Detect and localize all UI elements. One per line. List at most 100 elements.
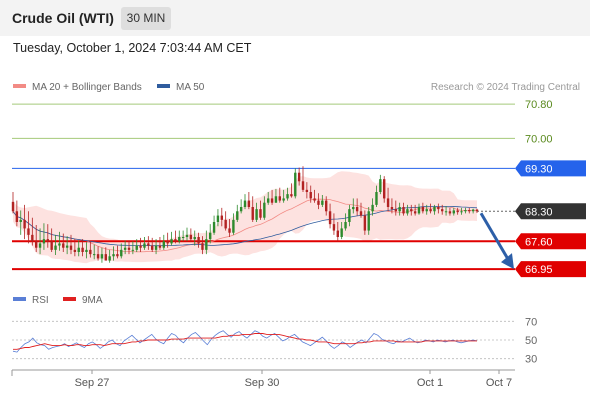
- candle-body: [197, 237, 200, 244]
- candle-body: [135, 245, 138, 250]
- candle-body: [468, 210, 471, 212]
- candle: [232, 213, 235, 235]
- candle: [166, 232, 169, 248]
- candle: [386, 187, 390, 212]
- candle-body: [444, 211, 448, 213]
- candle-body: [85, 249, 88, 252]
- candle: [313, 189, 316, 203]
- candle-body: [278, 196, 281, 201]
- candle-body: [348, 209, 351, 222]
- candle-body: [104, 254, 107, 261]
- credit-text: Research © 2024 Trading Central: [431, 82, 580, 93]
- candle-body: [394, 209, 397, 212]
- candle: [429, 203, 432, 214]
- candle: [224, 211, 227, 231]
- candle-body: [321, 200, 324, 205]
- candles: [11, 166, 479, 263]
- price-label-67.60: 67.60: [525, 236, 553, 248]
- candle: [54, 234, 57, 255]
- candle: [475, 208, 479, 213]
- price-label-66.95: 66.95: [525, 264, 553, 276]
- candle-body: [69, 245, 73, 250]
- candle-body: [116, 254, 119, 257]
- arrow-shaft: [479, 212, 510, 260]
- legend-swatch: [13, 297, 26, 301]
- candle: [259, 200, 262, 220]
- candle-body: [267, 198, 270, 203]
- candle-body: [139, 245, 142, 248]
- timeframe-button[interactable]: 30 MIN: [121, 7, 171, 30]
- candle: [96, 246, 100, 261]
- candle-body: [352, 207, 355, 210]
- candle-body: [89, 249, 92, 255]
- candle: [363, 210, 367, 235]
- candle: [398, 202, 401, 216]
- candle-body: [305, 189, 309, 192]
- candle: [170, 231, 173, 246]
- candle-body: [96, 254, 100, 259]
- candle-body: [23, 219, 26, 229]
- candle-body: [154, 245, 158, 250]
- candle-body: [42, 239, 46, 244]
- candle-body: [174, 239, 177, 242]
- candle-body: [228, 228, 231, 233]
- bollinger-band: [13, 171, 477, 264]
- candle-body: [274, 196, 278, 203]
- candle-body: [367, 211, 370, 231]
- candle: [344, 213, 347, 231]
- candle: [27, 211, 30, 244]
- candle: [317, 193, 320, 210]
- candle-body: [166, 241, 169, 244]
- candle-body: [452, 210, 455, 214]
- candle-body: [413, 211, 417, 214]
- candle: [38, 228, 42, 255]
- candle-body: [220, 215, 223, 220]
- candle: [444, 206, 448, 216]
- candle-body: [178, 237, 181, 242]
- candle: [42, 223, 46, 250]
- candle-body: [359, 211, 363, 216]
- candle: [23, 204, 26, 240]
- candle: [189, 228, 193, 243]
- candle-body: [212, 222, 216, 233]
- candle-body: [332, 224, 336, 231]
- candle: [413, 204, 417, 216]
- candle-body: [193, 237, 196, 240]
- candle: [270, 189, 274, 205]
- candle-body: [355, 207, 359, 212]
- candle-body: [170, 239, 173, 244]
- candle: [352, 198, 355, 214]
- candle-body: [127, 247, 131, 250]
- price-legend: MA 20 + Bollinger Bands MA 50: [13, 82, 205, 93]
- legend-label: RSI: [32, 295, 49, 306]
- candle: [406, 204, 409, 216]
- candle: [15, 200, 19, 227]
- candle: [294, 168, 297, 199]
- candle: [263, 196, 266, 220]
- legend-label: 9MA: [82, 295, 103, 306]
- legend-label: MA 20 + Bollinger Bands: [32, 82, 142, 93]
- candle-body: [35, 241, 38, 248]
- candle: [340, 222, 343, 240]
- candle-body: [410, 209, 413, 212]
- candle: [437, 203, 440, 214]
- legend-label: MA 50: [176, 82, 205, 93]
- candle: [471, 208, 475, 214]
- candle-body: [475, 209, 479, 212]
- candle: [460, 207, 463, 215]
- candle-body: [162, 241, 165, 248]
- candle: [185, 227, 189, 242]
- candle: [468, 207, 471, 214]
- candle: [220, 207, 223, 227]
- candle-body: [259, 209, 262, 218]
- x-tick-label: Oct 1: [417, 377, 443, 389]
- candle: [178, 230, 181, 244]
- candle-body: [456, 210, 459, 213]
- legend-swatch: [157, 84, 170, 88]
- candle: [151, 237, 154, 252]
- candle: [50, 228, 53, 252]
- legend-swatch: [63, 297, 76, 301]
- candle-body: [73, 249, 77, 252]
- candle-body: [181, 237, 185, 238]
